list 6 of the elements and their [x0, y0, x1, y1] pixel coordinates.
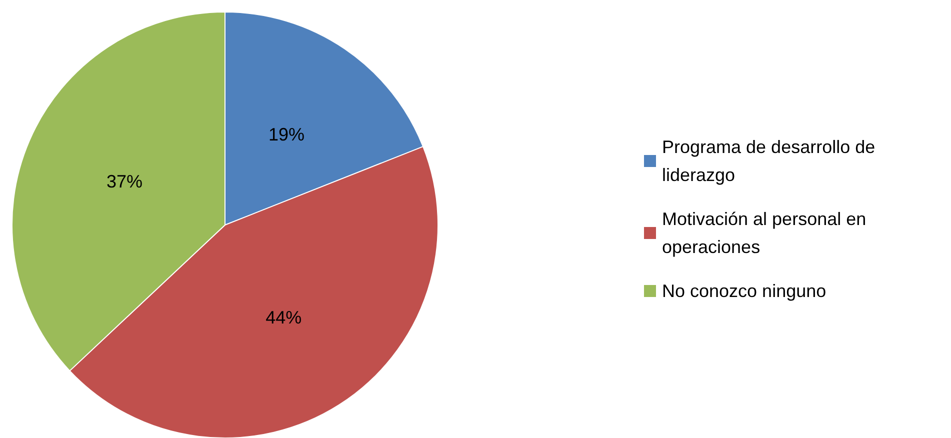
data-label: 19% — [268, 124, 305, 144]
legend-label: No conozco ninguno — [662, 281, 826, 301]
data-label: 44% — [266, 307, 302, 328]
legend-label: Motivación al personal en operaciones — [662, 209, 872, 257]
data-label: 37% — [106, 172, 143, 192]
legend-label: Programa de desarrollo de liderazgo — [662, 137, 880, 185]
